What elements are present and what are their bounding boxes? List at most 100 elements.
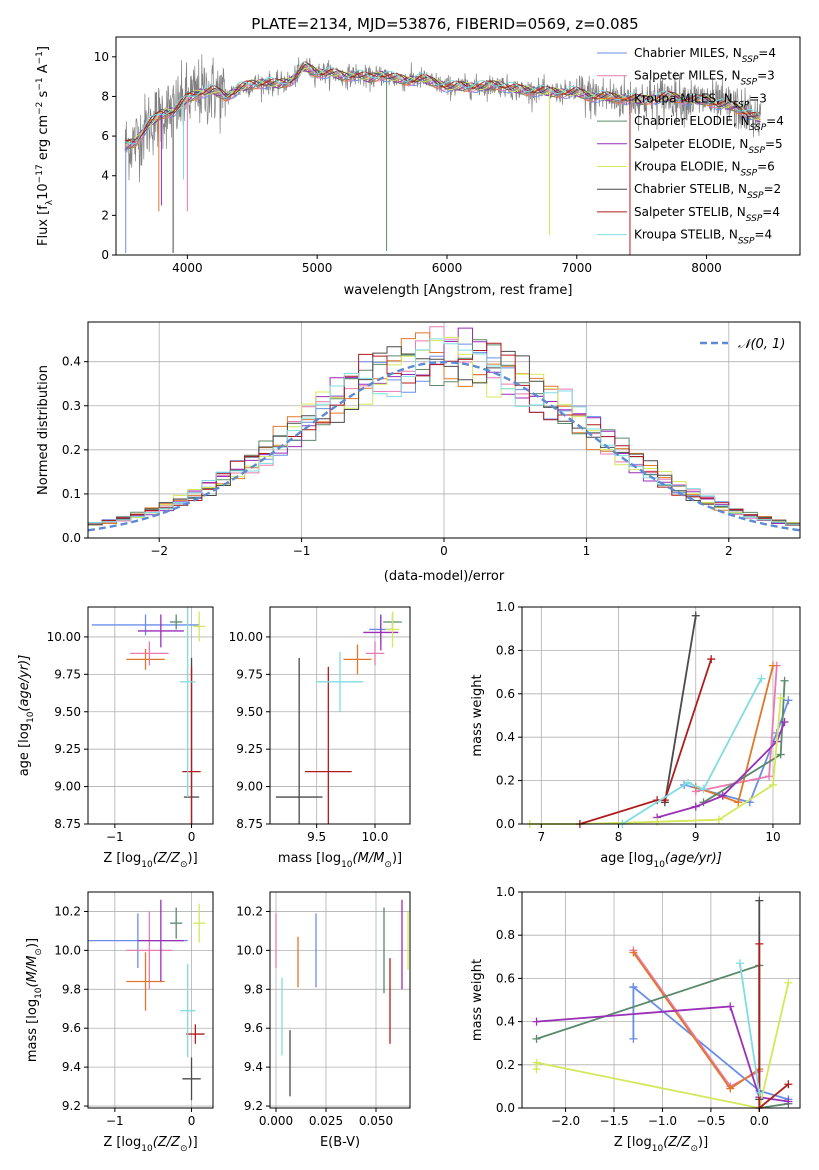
label-part: Chabrier STELIB, N [634,182,747,196]
plot-area [275,899,409,1097]
x-axis-label: wavelength [Angstrom, rest frame] [344,283,573,298]
legend-label-krou_elodie: Kroupa ELODIE, NSSP=6 [634,160,775,179]
weight-marker-salp_stelib [707,655,716,664]
y-tick-label: 0.4 [496,730,515,744]
label-part: (M/M [25,956,40,988]
x-tick-label: 0.0 [750,1114,769,1128]
y-tick-label: 9.2 [62,1099,81,1113]
label-part: SSP [738,237,755,247]
mass-vs-extinction-panel: 0.000 0.025 0.050 9.2 9.4 9.6 9.8 10.0 10.2 E(B-V… [236,891,411,1150]
y-tick-label: 0.8 [496,643,515,657]
label-part: 10 [36,183,51,200]
legend-label-krou_miles: Kroupa MILES, NSSP=3 [634,91,767,110]
y-tick-label: 9.25 [54,742,81,756]
y-tick-label: 9.00 [54,780,81,794]
label-part: )] [188,1135,198,1150]
label-part: (Z/Z [153,851,181,866]
label-part: Salpeter MILES, N [634,69,741,83]
legend-label-salp_elodie: Salpeter ELODIE, NSSP=5 [634,137,783,156]
x-tick-label: 8 [615,830,623,844]
weight-marker-krou_stelib [757,674,766,683]
label-part: λ [45,199,55,205]
y-tick-label: 1.0 [496,600,515,614]
plot-area [88,326,800,532]
axes-frame [521,891,801,1109]
label-part: Flux [f [36,205,51,246]
age-vs-mass-panel: 9.5 10.0 8.75 9.00 9.25 9.50 9.75 10.00 mass [lo… [229,606,411,870]
label-part: Salpeter STELIB, N [634,205,746,219]
label-part: −2 [35,102,45,115]
y-tick-label: 8.75 [236,817,263,831]
x-axis-label: E(B-V) [320,1135,360,1150]
legend-label-krou_stelib: Kroupa STELIB, NSSP=4 [634,228,772,247]
y-tick-label: 9.50 [236,705,263,719]
x-tick-label: −2.0 [551,1114,580,1128]
label-part: (age/yr)] [665,851,722,866]
weight-marker-krou_stelib [755,1088,764,1097]
label-part: mass [log [278,851,341,866]
x-tick-label: −2 [150,544,168,558]
label-part: −1 [35,51,45,64]
x-tick-label: −1 [106,830,124,844]
label-part: 10 [341,860,353,870]
label-part: Z [log [614,1135,652,1150]
weight-marker-salp_miles [765,772,774,781]
label-part: =4 [754,228,772,242]
plot-area [532,896,793,1112]
x-tick-label: 0 [440,544,448,558]
weight-line-salp_stelib [758,943,789,1110]
label-part: SSP [747,191,764,201]
legend-label-salp_miles: Salpeter MILES, NSSP=3 [634,69,775,88]
weight-line-krou_stelib [739,963,761,1094]
weight-marker-chab_elodie [780,676,789,685]
x-tick-label: −1 [106,1114,124,1128]
weight-marker-salp_elodie [718,791,727,800]
figure-title: PLATE=2134, MJD=53876, FIBERID=0569, z=0… [251,15,638,33]
label-part: Z [log [103,851,141,866]
label-part: mass [log [25,999,40,1062]
x-tick-label: 9.5 [307,830,326,844]
y-tick-label: 8 [101,89,109,103]
x-axis-label: (data-model)/error [384,569,505,584]
label-part: Kroupa MILES, N [634,91,733,105]
x-tick-label: 7000 [561,261,592,275]
label-part: (M/M [353,851,385,866]
plot-area [88,899,206,1101]
weight-marker-krou_elodie [532,1058,541,1067]
label-part: SSP [750,123,767,133]
y-tick-label: 6 [101,129,109,143]
mass-vs-metallicity-panel: −1 09.29.49.69.810.010.2Z [log10(Z/Z⊙)]ma… [25,891,214,1154]
label-part: =6 [757,160,775,174]
label-part: =4 [758,46,776,60]
weight-marker-krou_miles [734,798,743,807]
label-part: SSP [733,100,750,110]
weight-marker-salp_elodie [691,802,700,811]
weight-line-chab_stelib [664,615,697,803]
weight-marker-chab_miles [784,696,793,705]
model-spectrum-krou_stelib [124,61,761,145]
weight-marker-krou_stelib [735,959,744,968]
weight-marker-krou_miles [629,948,638,957]
y-tick-label: 9.50 [54,705,81,719]
weight-marker-krou_elodie [653,817,662,826]
y-tick-label: 8.75 [54,817,81,831]
weight-marker-krou_stelib [684,778,693,787]
weight-marker-salp_elodie [726,1002,735,1011]
x-tick-label: −1 [293,544,311,558]
y-tick-label: 0.2 [496,1058,515,1072]
y-tick-label: 10.2 [236,904,263,918]
label-part: Kroupa ELODIE, N [634,160,741,174]
label-part: )] [698,1135,708,1150]
y-tick-label: 10.0 [236,943,263,957]
y-tick-label: 2 [101,208,109,222]
y-tick-label: 4 [101,169,109,183]
weight-line-krou_miles [632,951,760,1090]
label-part: age [log [17,723,32,776]
y-tick-label: 0.4 [496,1015,515,1029]
label-part: SSP [746,214,763,224]
weight-line-salp_elodie [536,1005,789,1103]
weight-marker-krou_elodie [714,815,723,824]
histogram-krou_stelib [88,338,800,525]
y-tick-label: 10 [94,50,109,64]
